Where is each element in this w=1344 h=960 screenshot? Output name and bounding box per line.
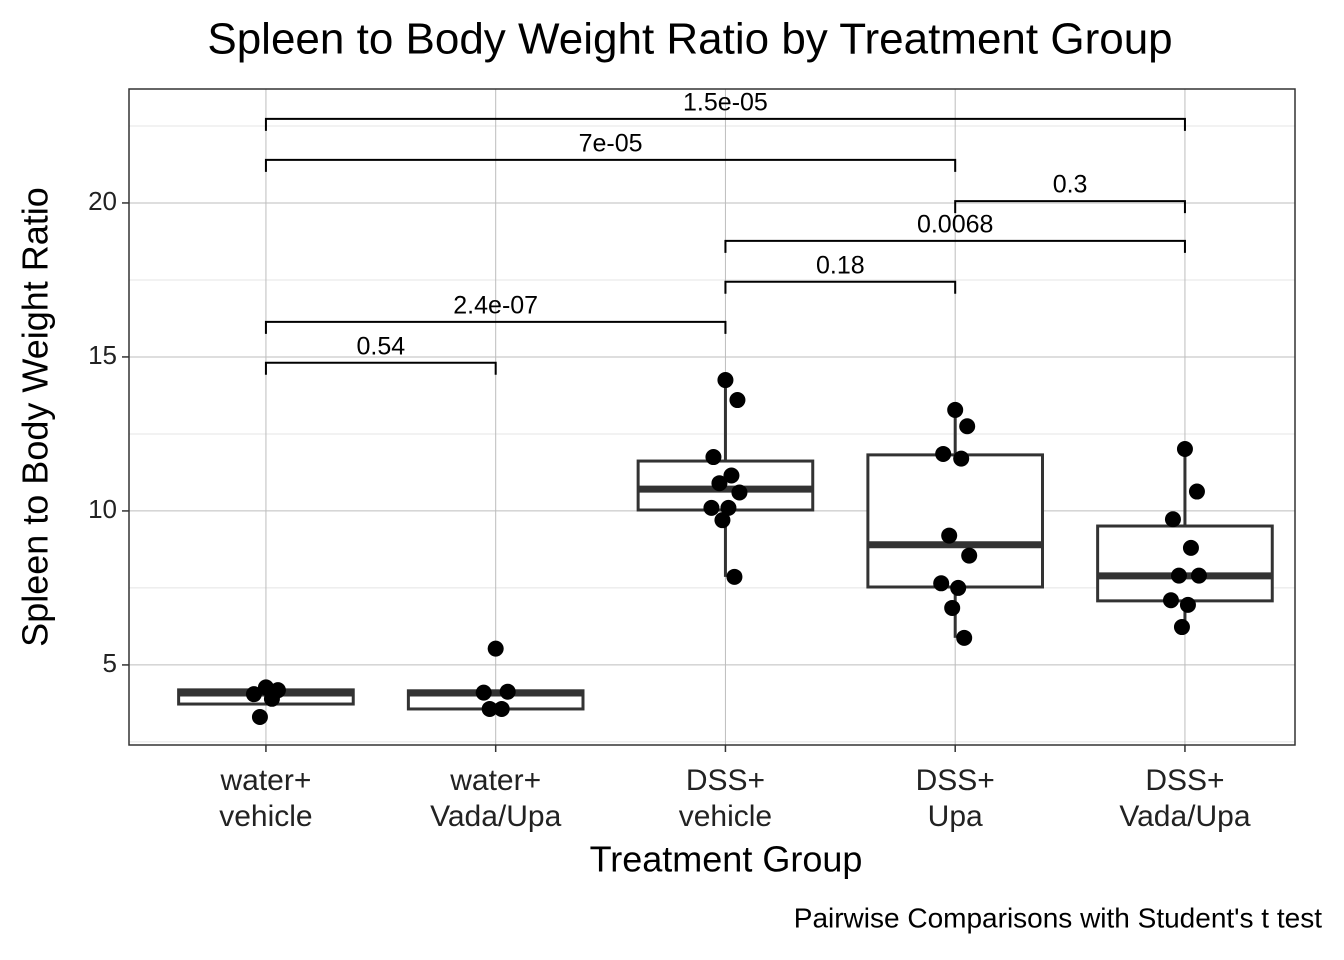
- point: [720, 499, 737, 516]
- y-tick-label: 5: [103, 648, 117, 678]
- point: [950, 579, 967, 596]
- x-axis-title: Treatment Group: [590, 839, 863, 880]
- comparison-label: 1.5e-05: [683, 88, 768, 116]
- point: [481, 700, 498, 717]
- box: [1096, 524, 1274, 603]
- chart-title: Spleen to Body Weight Ratio by Treatment…: [207, 15, 1172, 64]
- point: [1190, 567, 1207, 584]
- point: [487, 640, 504, 657]
- point: [729, 392, 746, 409]
- point: [717, 372, 734, 389]
- comparison-bracket: [724, 280, 957, 294]
- point: [1182, 539, 1199, 556]
- point: [953, 450, 970, 467]
- point: [711, 475, 728, 492]
- comparison-label: 7e-05: [579, 129, 643, 157]
- y-tick-label: 15: [88, 340, 117, 370]
- point: [1170, 567, 1187, 584]
- point: [499, 683, 516, 700]
- point: [935, 445, 952, 462]
- point: [1179, 596, 1196, 613]
- point: [956, 629, 973, 646]
- x-tick-label: water+ Vada/Upa: [430, 764, 562, 833]
- point: [1173, 619, 1190, 636]
- point: [731, 484, 748, 501]
- y-tick-label: 20: [88, 186, 117, 216]
- caption: Pairwise Comparisons with Student's t te…: [794, 902, 1322, 933]
- comparison-label: 0.18: [816, 251, 865, 279]
- point: [944, 599, 961, 616]
- point: [959, 418, 976, 435]
- box: [866, 453, 1045, 589]
- comparison-bracket: [724, 239, 1186, 253]
- x-tick-label: DSS+ Vada/Upa: [1119, 764, 1251, 833]
- point: [723, 467, 740, 484]
- x-tick-label: DSS+ vehicle: [678, 764, 773, 833]
- point: [705, 449, 722, 466]
- point: [947, 401, 964, 418]
- plot-border: [128, 88, 1296, 746]
- point: [933, 575, 950, 592]
- comparison-bracket: [264, 117, 1186, 131]
- comparison-bracket: [954, 200, 1186, 214]
- point: [475, 684, 492, 701]
- point: [1162, 592, 1179, 609]
- x-tick-label: DSS+ Upa: [915, 764, 995, 833]
- comparison-bracket: [264, 361, 497, 375]
- point: [703, 499, 720, 516]
- comparison-label: 2.4e-07: [453, 291, 538, 319]
- point: [245, 686, 262, 703]
- point: [1176, 441, 1193, 458]
- comparison-label: 0.54: [356, 332, 405, 360]
- point: [941, 527, 958, 544]
- comparison-bracket: [264, 158, 957, 172]
- x-tick-label: water+ vehicle: [219, 764, 313, 833]
- comparison-bracket: [264, 320, 727, 334]
- point: [251, 708, 268, 725]
- point: [1188, 483, 1205, 500]
- comparison-label: 0.3: [1053, 171, 1088, 199]
- y-tick-label: 10: [88, 494, 117, 524]
- point: [493, 700, 510, 717]
- point: [263, 690, 280, 707]
- point: [714, 512, 731, 529]
- point: [961, 547, 978, 564]
- comparison-label: 0.0068: [917, 210, 993, 238]
- point: [1164, 511, 1181, 528]
- point: [726, 568, 743, 585]
- y-axis-title: Spleen to Body Weight Ratio: [15, 187, 56, 647]
